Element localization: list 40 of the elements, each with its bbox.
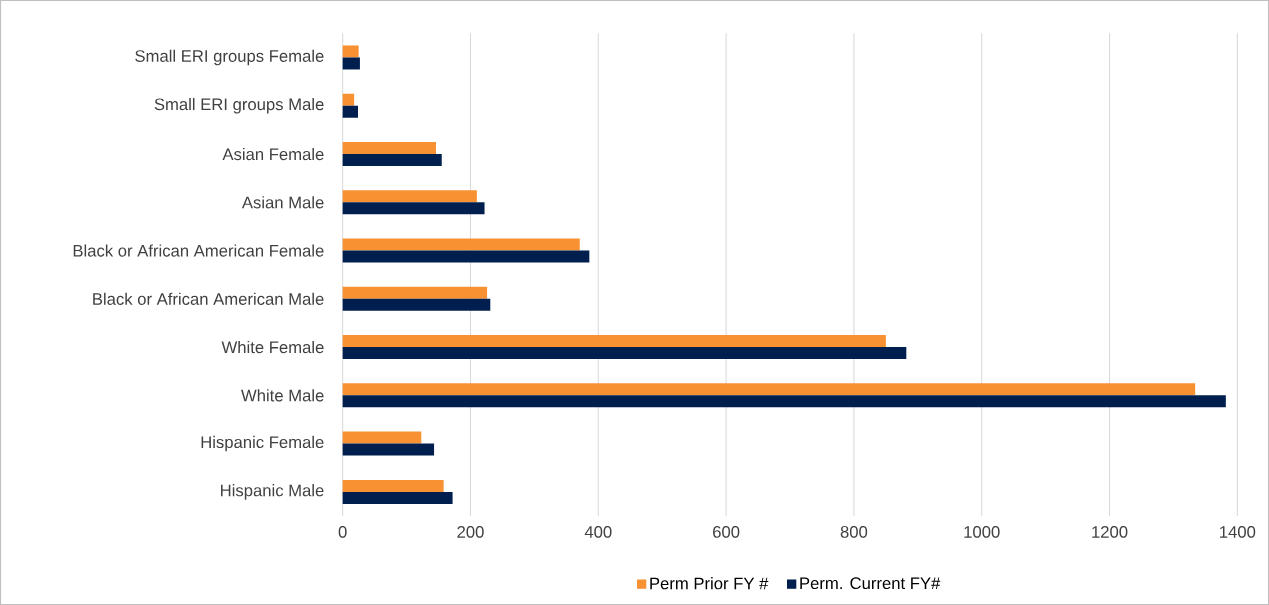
y-tick-label: Black or African American Male — [93, 292, 324, 305]
y-tick-label: Hispanic Male — [221, 484, 324, 500]
y-tick-label: Small ERI groups Male — [154, 97, 324, 114]
bar — [342, 395, 1226, 408]
bar — [342, 347, 907, 360]
bar — [342, 45, 359, 58]
legend-label: Perm. Current FY# — [800, 577, 941, 590]
y-tick-label: White Male — [241, 389, 324, 402]
bar — [342, 238, 580, 251]
bar — [342, 383, 1196, 396]
bar — [342, 431, 422, 444]
bar — [342, 93, 355, 106]
bar — [342, 250, 590, 263]
x-tick-label: 200 — [457, 526, 484, 538]
y-tick-label: Hispanic Female — [201, 435, 324, 452]
x-tick-label: 600 — [713, 526, 740, 538]
x-tick-label: 1200 — [1092, 526, 1128, 538]
x-tick-label: 400 — [584, 526, 612, 538]
bar — [342, 443, 435, 456]
y-tick-label: Asian Female — [222, 147, 324, 161]
bar — [342, 479, 444, 492]
y-tick-label: Small ERI groups Female — [135, 49, 324, 66]
bar — [342, 154, 442, 167]
bar — [342, 491, 453, 504]
x-tick-label: 0 — [338, 526, 347, 538]
x-tick-label: 1400 — [1220, 526, 1256, 538]
x-tick-label: 800 — [840, 526, 868, 538]
legend-label: Perm Prior FY # — [650, 577, 769, 590]
bar — [342, 202, 485, 215]
bar — [342, 335, 886, 348]
bar — [342, 298, 491, 311]
bar — [342, 57, 360, 70]
bar — [342, 190, 477, 203]
bar — [342, 142, 436, 155]
bar — [342, 105, 358, 118]
y-tick-label: White Female — [221, 340, 324, 354]
bar — [342, 286, 488, 299]
x-tick-label: 1000 — [964, 526, 1000, 538]
y-tick-label: Asian Male — [241, 196, 324, 209]
y-tick-label: Black or African American Female — [73, 244, 324, 257]
